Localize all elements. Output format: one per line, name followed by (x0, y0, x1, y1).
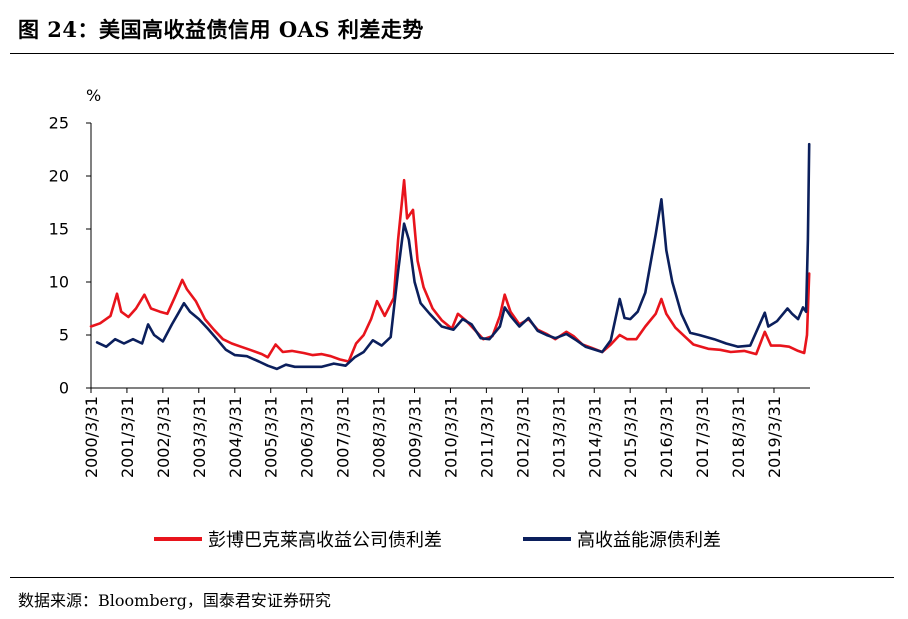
x-tick-label: 2014/3/31 (585, 396, 604, 478)
y-tick-label: 10 (49, 273, 69, 292)
y-tick-label: 15 (49, 220, 69, 239)
title-rule (10, 53, 894, 54)
x-tick-labels: 2000/3/31 2001/3/31 2002/3/31 2003/3/31 2004… (82, 396, 784, 478)
x-tick-label: 2006/3/31 (298, 396, 317, 478)
x-tick-label: 2015/3/31 (621, 396, 640, 478)
x-tick-label: 2010/3/31 (441, 396, 460, 478)
y-tick-label: 0 (59, 379, 69, 398)
legend: 彭博巴克莱高收益公司债利差 高收益能源债利差 (154, 530, 721, 551)
x-tick-label: 2016/3/31 (657, 396, 676, 478)
x-tick-label: 2000/3/31 (82, 396, 101, 478)
x-tick-label: 2013/3/31 (549, 396, 568, 478)
x-tick-label: 2002/3/31 (154, 396, 173, 478)
axes (86, 122, 810, 393)
series-line-energy (95, 142, 811, 371)
x-tick-label: 2004/3/31 (226, 396, 245, 478)
x-tick-label: 2007/3/31 (334, 396, 353, 478)
y-axis-label: % (86, 86, 101, 105)
source-rule (10, 577, 894, 578)
x-tick-label: 2001/3/31 (118, 396, 137, 478)
x-tick-label: 2011/3/31 (477, 396, 496, 478)
figure-title: 图 24：美国高收益债信用 OAS 利差走势 (18, 17, 424, 42)
series-line-corporate (89, 178, 811, 363)
oas-spread-chart: % 0 5 10 15 20 25 2000/3/31 2001/3/31 2002/3/31… (49, 86, 811, 551)
y-tick-label: 5 (59, 326, 69, 345)
series-lines (89, 142, 811, 371)
x-tick-label: 2009/3/31 (406, 396, 425, 478)
y-tick-label: 20 (49, 167, 69, 186)
x-tick-label: 2017/3/31 (693, 396, 712, 478)
legend-label: 高收益能源债利差 (577, 530, 721, 551)
x-tick-label: 2003/3/31 (190, 396, 209, 478)
x-tick-label: 2012/3/31 (513, 396, 532, 478)
y-tick-labels: 0 5 10 15 20 25 (49, 114, 69, 398)
x-tick-label: 2019/3/31 (765, 396, 784, 478)
legend-label: 彭博巴克莱高收益公司债利差 (208, 530, 442, 551)
x-tick-label: 2005/3/31 (262, 396, 281, 478)
y-tick-label: 25 (49, 114, 69, 133)
x-tick-label: 2018/3/31 (729, 396, 748, 478)
x-tick-label: 2008/3/31 (370, 396, 389, 478)
source-note: 数据来源：Bloomberg，国泰君安证券研究 (18, 591, 331, 610)
